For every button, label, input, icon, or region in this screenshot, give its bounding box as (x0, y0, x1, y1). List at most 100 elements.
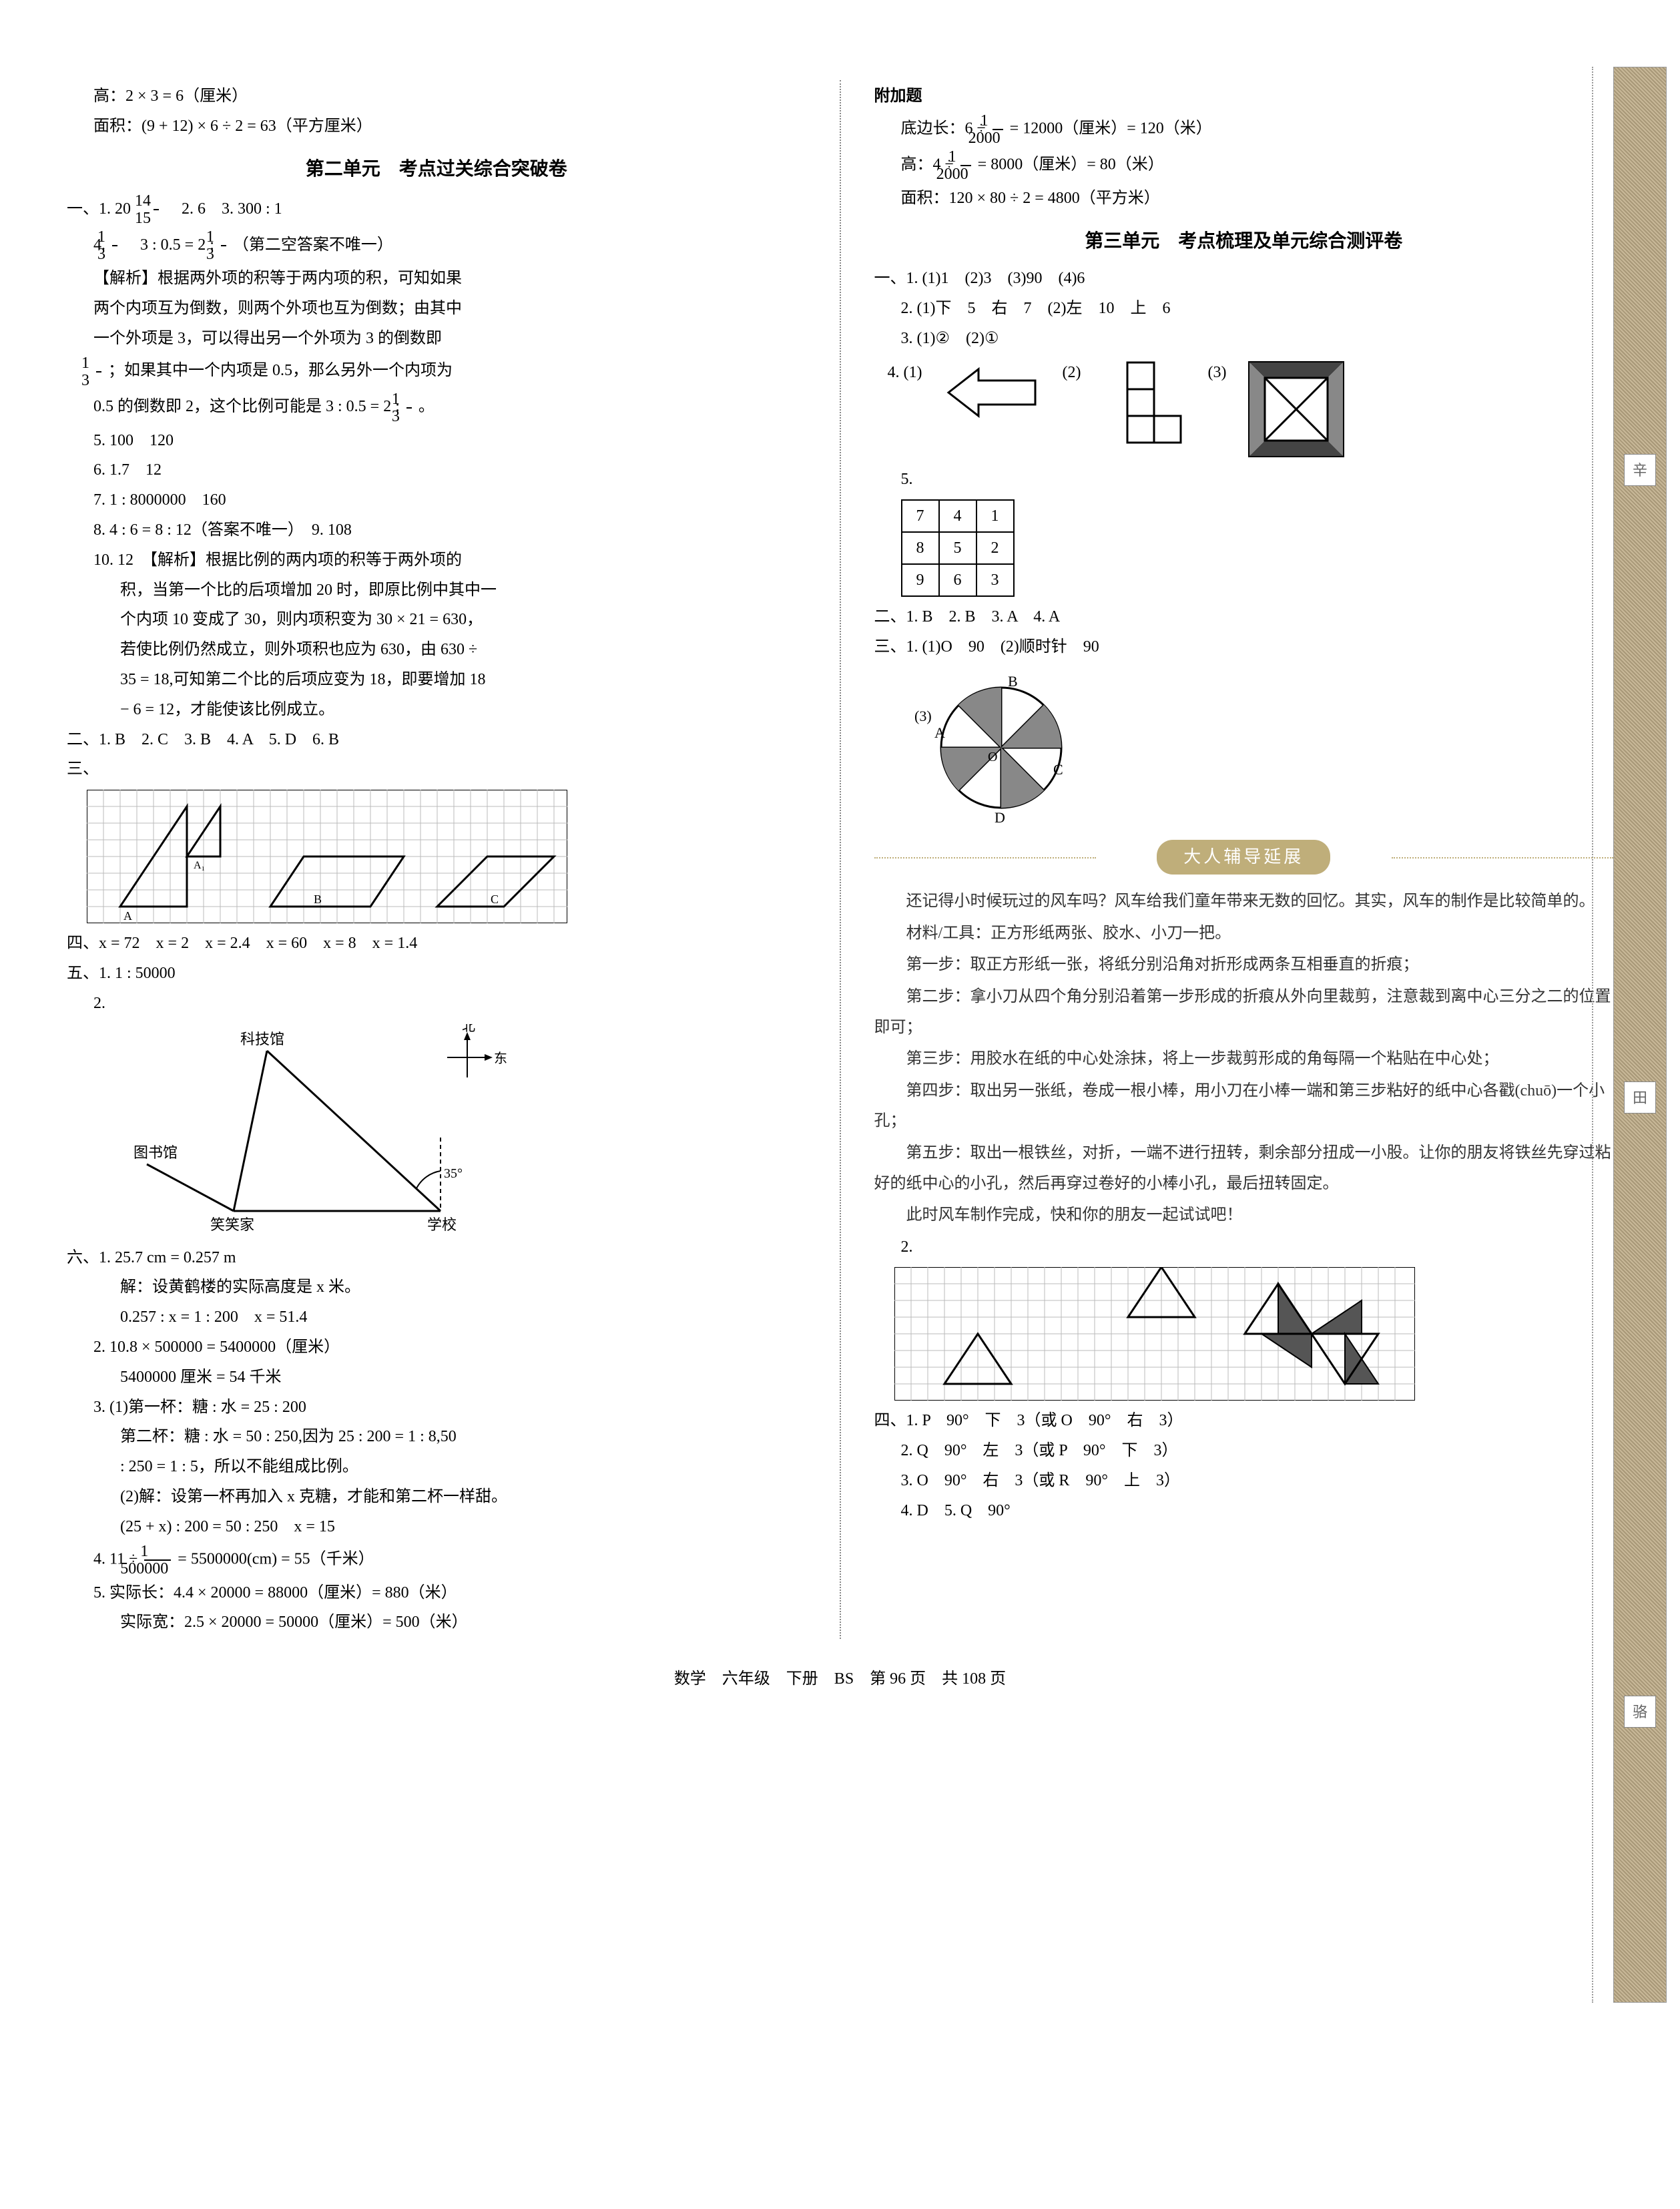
svg-text:A: A (934, 724, 945, 741)
fraction: 12000 (993, 113, 1003, 146)
analysis: 两个内项互为倒数，则两个外项也互为倒数；由其中 (93, 295, 806, 322)
p: 第四步：取出另一张纸，卷成一根小棒，用小刀在小棒一端和第三步粘好的纸中心各戳(c… (874, 1076, 1614, 1137)
p: 第二步：拿小刀从四个角分别沿着第一步形成的折痕从外向里裁剪，注意裁到离中心三分之… (874, 982, 1614, 1043)
cell: 4 (939, 500, 976, 532)
t: 2. 6 3. 300 : 1 (166, 200, 282, 218)
r1-4-shapes: 4. (1) (2) (3) (888, 359, 1614, 459)
t: 3 : 0.5 = 2 : (124, 236, 218, 254)
q6-3: (25 + x) : 200 = 50 : 250 x = 15 (120, 1513, 806, 1541)
circle-sectors-figure: A B C D O (3) (914, 668, 1614, 828)
q1-10: 10. 12 【解析】根据比例的两内项的积等于两外项的 (93, 547, 806, 574)
cell: 9 (902, 564, 939, 596)
grid-shapes-figure: A A₁ B C (87, 790, 806, 923)
arrow-left-icon (942, 359, 1042, 426)
q6-3: (2)解：设第一杯再加入 x 克糖，才能和第二杯一样甜。 (120, 1483, 806, 1511)
side-char-3: 骆 (1624, 1696, 1656, 1728)
fraction: 13 (96, 355, 101, 389)
cell: 1 (976, 500, 1014, 532)
l-tetromino-icon (1101, 359, 1187, 453)
side-char-1: 辛 (1624, 454, 1656, 486)
rotation-table: 741 852 963 (901, 499, 1015, 597)
q6-3: : 250 = 1 : 5，所以不能组成比例。 (120, 1453, 806, 1481)
t: （第二空答案不唯一） (233, 236, 393, 254)
right-column: 附加题 底边长：6 ÷ 12000 = 12000（厘米）= 120（米） 高：… (874, 80, 1614, 1639)
r3-1: 三、1. (1)O 90 (2)顺时针 90 (874, 634, 1614, 661)
r4-4: 4. D 5. Q 90° (901, 1497, 1614, 1525)
q6-1: 解：设黄鹤楼的实际高度是 x 米。 (120, 1274, 806, 1301)
p: 还记得小时候玩过的风车吗？风车给我们童年带来无数的回忆。其实，风车的制作是比较简… (874, 887, 1614, 917)
p: 材料/工具：正方形纸两张、胶水、小刀一把。 (874, 919, 1614, 949)
q5-2: 2. (93, 990, 806, 1017)
q1-8: 8. 4 : 6 = 8 : 12（答案不唯一） 9. 108 (93, 517, 806, 544)
r4-3: 3. O 90° 右 3（或 R 90° 上 3） (901, 1467, 1614, 1495)
q2: 二、1. B 2. C 3. B 4. A 5. D 6. B (67, 726, 806, 754)
t: = 8000（厘米）= 80（米） (978, 156, 1164, 173)
svg-text:O: O (988, 750, 997, 764)
p: 第三步：用胶水在纸的中心处涂抹，将上一步裁剪形成的角每隔一个粘贴在中心处； (874, 1044, 1614, 1075)
svg-text:图书馆: 图书馆 (133, 1144, 178, 1161)
q6-5: 5. 实际长：4.4 × 20000 = 88000（厘米）= 880（米） (93, 1579, 806, 1607)
svg-text:C: C (491, 893, 499, 906)
q1-4: 4. 13 3 : 0.5 = 2 : 13 （第二空答案不唯一） (93, 229, 806, 262)
guidance-banner: 大人辅导延展 (874, 840, 1614, 875)
q1-6: 6. 1.7 12 (93, 457, 806, 484)
grid-triangles-figure (894, 1267, 1614, 1401)
unit3-title: 第三单元 考点梳理及单元综合测评卷 (874, 226, 1614, 258)
svg-text:学校: 学校 (427, 1216, 457, 1233)
cell: 3 (976, 564, 1014, 596)
p: 第一步：取正方形纸一张，将纸分别沿角对折形成两条互相垂直的折痕； (874, 950, 1614, 981)
analysis: 13 ；如果其中一个内项是 0.5，那么另外一个内项为 (93, 355, 806, 389)
svg-text:笑笑家: 笑笑家 (210, 1216, 254, 1233)
ex-2: 高：4 ÷ 12000 = 8000（厘米）= 80（米） (901, 149, 1614, 182)
r1-2: 2. (1)下 5 右 7 (2)左 10 上 6 (901, 295, 1614, 322)
left-column: 高：2 × 3 = 6（厘米） 面积：(9 + 12) × 6 ÷ 2 = 63… (67, 80, 806, 1639)
svg-text:B: B (314, 893, 322, 906)
column-divider (840, 80, 841, 1639)
t: (3) (1207, 359, 1226, 387)
unit2-title: 第二单元 考点过关综合突破卷 (67, 154, 806, 186)
q3: 三、 (67, 756, 806, 783)
right-dotted-rule (1592, 67, 1593, 2003)
side-char-2: 田 (1624, 1081, 1656, 1114)
fraction: 13 (221, 229, 226, 262)
svg-text:A: A (123, 909, 132, 923)
square-pattern-icon (1246, 359, 1346, 459)
fraction: 13 (112, 229, 117, 262)
cell: 8 (902, 532, 939, 564)
svg-text:35°: 35° (444, 1166, 463, 1181)
analysis: 0.5 的倒数即 2，这个比例可能是 3 : 0.5 = 2 : 13 。 (93, 391, 806, 425)
windmill-prose: 还记得小时候玩过的风车吗？风车给我们童年带来无数的回忆。其实，风车的制作是比较简… (874, 887, 1614, 1231)
r1-5: 5. (901, 466, 1614, 493)
p: 第五步：取出一根铁丝，对折，一端不进行扭转，剩余部分扭成一小股。让你的朋友将铁丝… (874, 1138, 1614, 1199)
t: 4. (1) (888, 359, 922, 387)
q6-5: 实际宽：2.5 × 20000 = 50000（厘米）= 500（米） (120, 1609, 806, 1636)
r2: 二、1. B 2. B 3. A 4. A (874, 603, 1614, 631)
page-footer: 数学 六年级 下册 BS 第 96 页 共 108 页 (67, 1666, 1613, 1693)
r4-1: 四、1. P 90° 下 3（或 O 90° 右 3） (874, 1407, 1614, 1435)
fraction: 1500000 (144, 1543, 171, 1577)
q1-10: 个内项 10 变成了 30，则内项积变为 30 × 21 = 630， (120, 606, 806, 634)
t: ；如果其中一个内项是 0.5，那么另外一个内项为 (108, 362, 453, 379)
q4: 四、x = 72 x = 2 x = 2.4 x = 60 x = 8 x = … (67, 930, 806, 957)
cell: 2 (976, 532, 1014, 564)
q6-2: 5400000 厘米 = 54 千米 (120, 1364, 806, 1391)
direction-map-figure: 北 东 科技馆 35° 图书馆 笑笑家 学校 (133, 1024, 806, 1238)
fraction: 12000 (960, 149, 971, 182)
svg-text:C: C (1053, 761, 1063, 778)
ex-1: 底边长：6 ÷ 12000 = 12000（厘米）= 120（米） (901, 113, 1614, 146)
t: = 12000（厘米）= 120（米） (1010, 119, 1212, 137)
q6-3: 3. (1)第一杯：糖 : 水 = 25 : 200 (93, 1394, 806, 1421)
svg-text:(3): (3) (914, 708, 932, 724)
t: 。 (418, 398, 435, 415)
cell: 7 (902, 500, 939, 532)
svg-text:A₁: A₁ (194, 860, 205, 871)
q1-10: 若使比例仍然成立，则外项积也应为 630，由 630 ÷ (120, 636, 806, 664)
t: 0.5 的倒数即 2，这个比例可能是 3 : 0.5 = 2 : (93, 398, 404, 415)
p: 此时风车制作完成，快和你的朋友一起试试吧！ (874, 1200, 1614, 1231)
cell: 5 (939, 532, 976, 564)
q6-1: 0.257 : x = 1 : 200 x = 51.4 (120, 1304, 806, 1331)
text-line: 面积：(9 + 12) × 6 ÷ 2 = 63（平方厘米） (93, 113, 806, 140)
q6-4: 4. 11 ÷ 1500000 = 5500000(cm) = 55（千米） (93, 1543, 806, 1577)
r1-3: 3. (1)② (2)① (901, 325, 1614, 352)
q6-2: 2. 10.8 × 500000 = 5400000（厘米） (93, 1334, 806, 1361)
